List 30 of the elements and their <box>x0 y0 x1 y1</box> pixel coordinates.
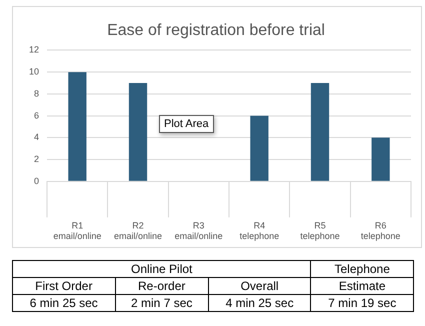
bar <box>310 83 330 181</box>
y-tick-label: 12 <box>28 44 40 55</box>
bar <box>128 83 148 181</box>
y-tick-label: 10 <box>28 66 40 77</box>
y-tick-label: 0 <box>34 176 40 186</box>
text: Telephone <box>310 260 414 278</box>
chart-title: Ease of registration before trial <box>107 22 325 40</box>
text: Overall <box>208 278 311 294</box>
x-tick-label: R5 telephone <box>300 220 340 242</box>
y-tick-label: 8 <box>34 88 40 98</box>
text: Re-order <box>115 278 208 294</box>
bar <box>372 138 390 181</box>
text: First Order <box>12 278 116 294</box>
text: Online Pilot <box>12 260 311 278</box>
text: Estimate <box>310 278 414 294</box>
x-tick-label: R4 telephone <box>240 220 280 242</box>
text: 6 min 25 sec <box>12 294 116 312</box>
text: 7 min 19 sec <box>310 294 414 312</box>
x-tick-label: R3 email/online <box>174 220 223 242</box>
y-tick-label: 6 <box>34 110 40 120</box>
bar <box>68 72 86 181</box>
bar <box>250 116 268 181</box>
y-tick-label: 4 <box>34 132 40 142</box>
text: 4 min 25 sec <box>208 294 311 312</box>
x-tick-label: R2 email/online <box>114 220 162 242</box>
x-tick-label: R1 email/online <box>53 220 102 242</box>
x-tick-label: R6 telephone <box>360 220 400 242</box>
annotation: Plot Area <box>159 115 214 133</box>
y-tick-label: 2 <box>34 154 40 164</box>
text: 2 min 7 sec <box>115 294 208 312</box>
